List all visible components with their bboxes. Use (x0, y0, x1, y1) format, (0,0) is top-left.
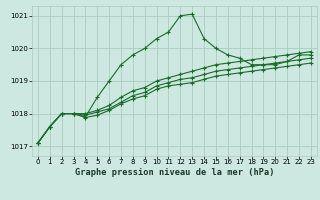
X-axis label: Graphe pression niveau de la mer (hPa): Graphe pression niveau de la mer (hPa) (75, 168, 274, 177)
